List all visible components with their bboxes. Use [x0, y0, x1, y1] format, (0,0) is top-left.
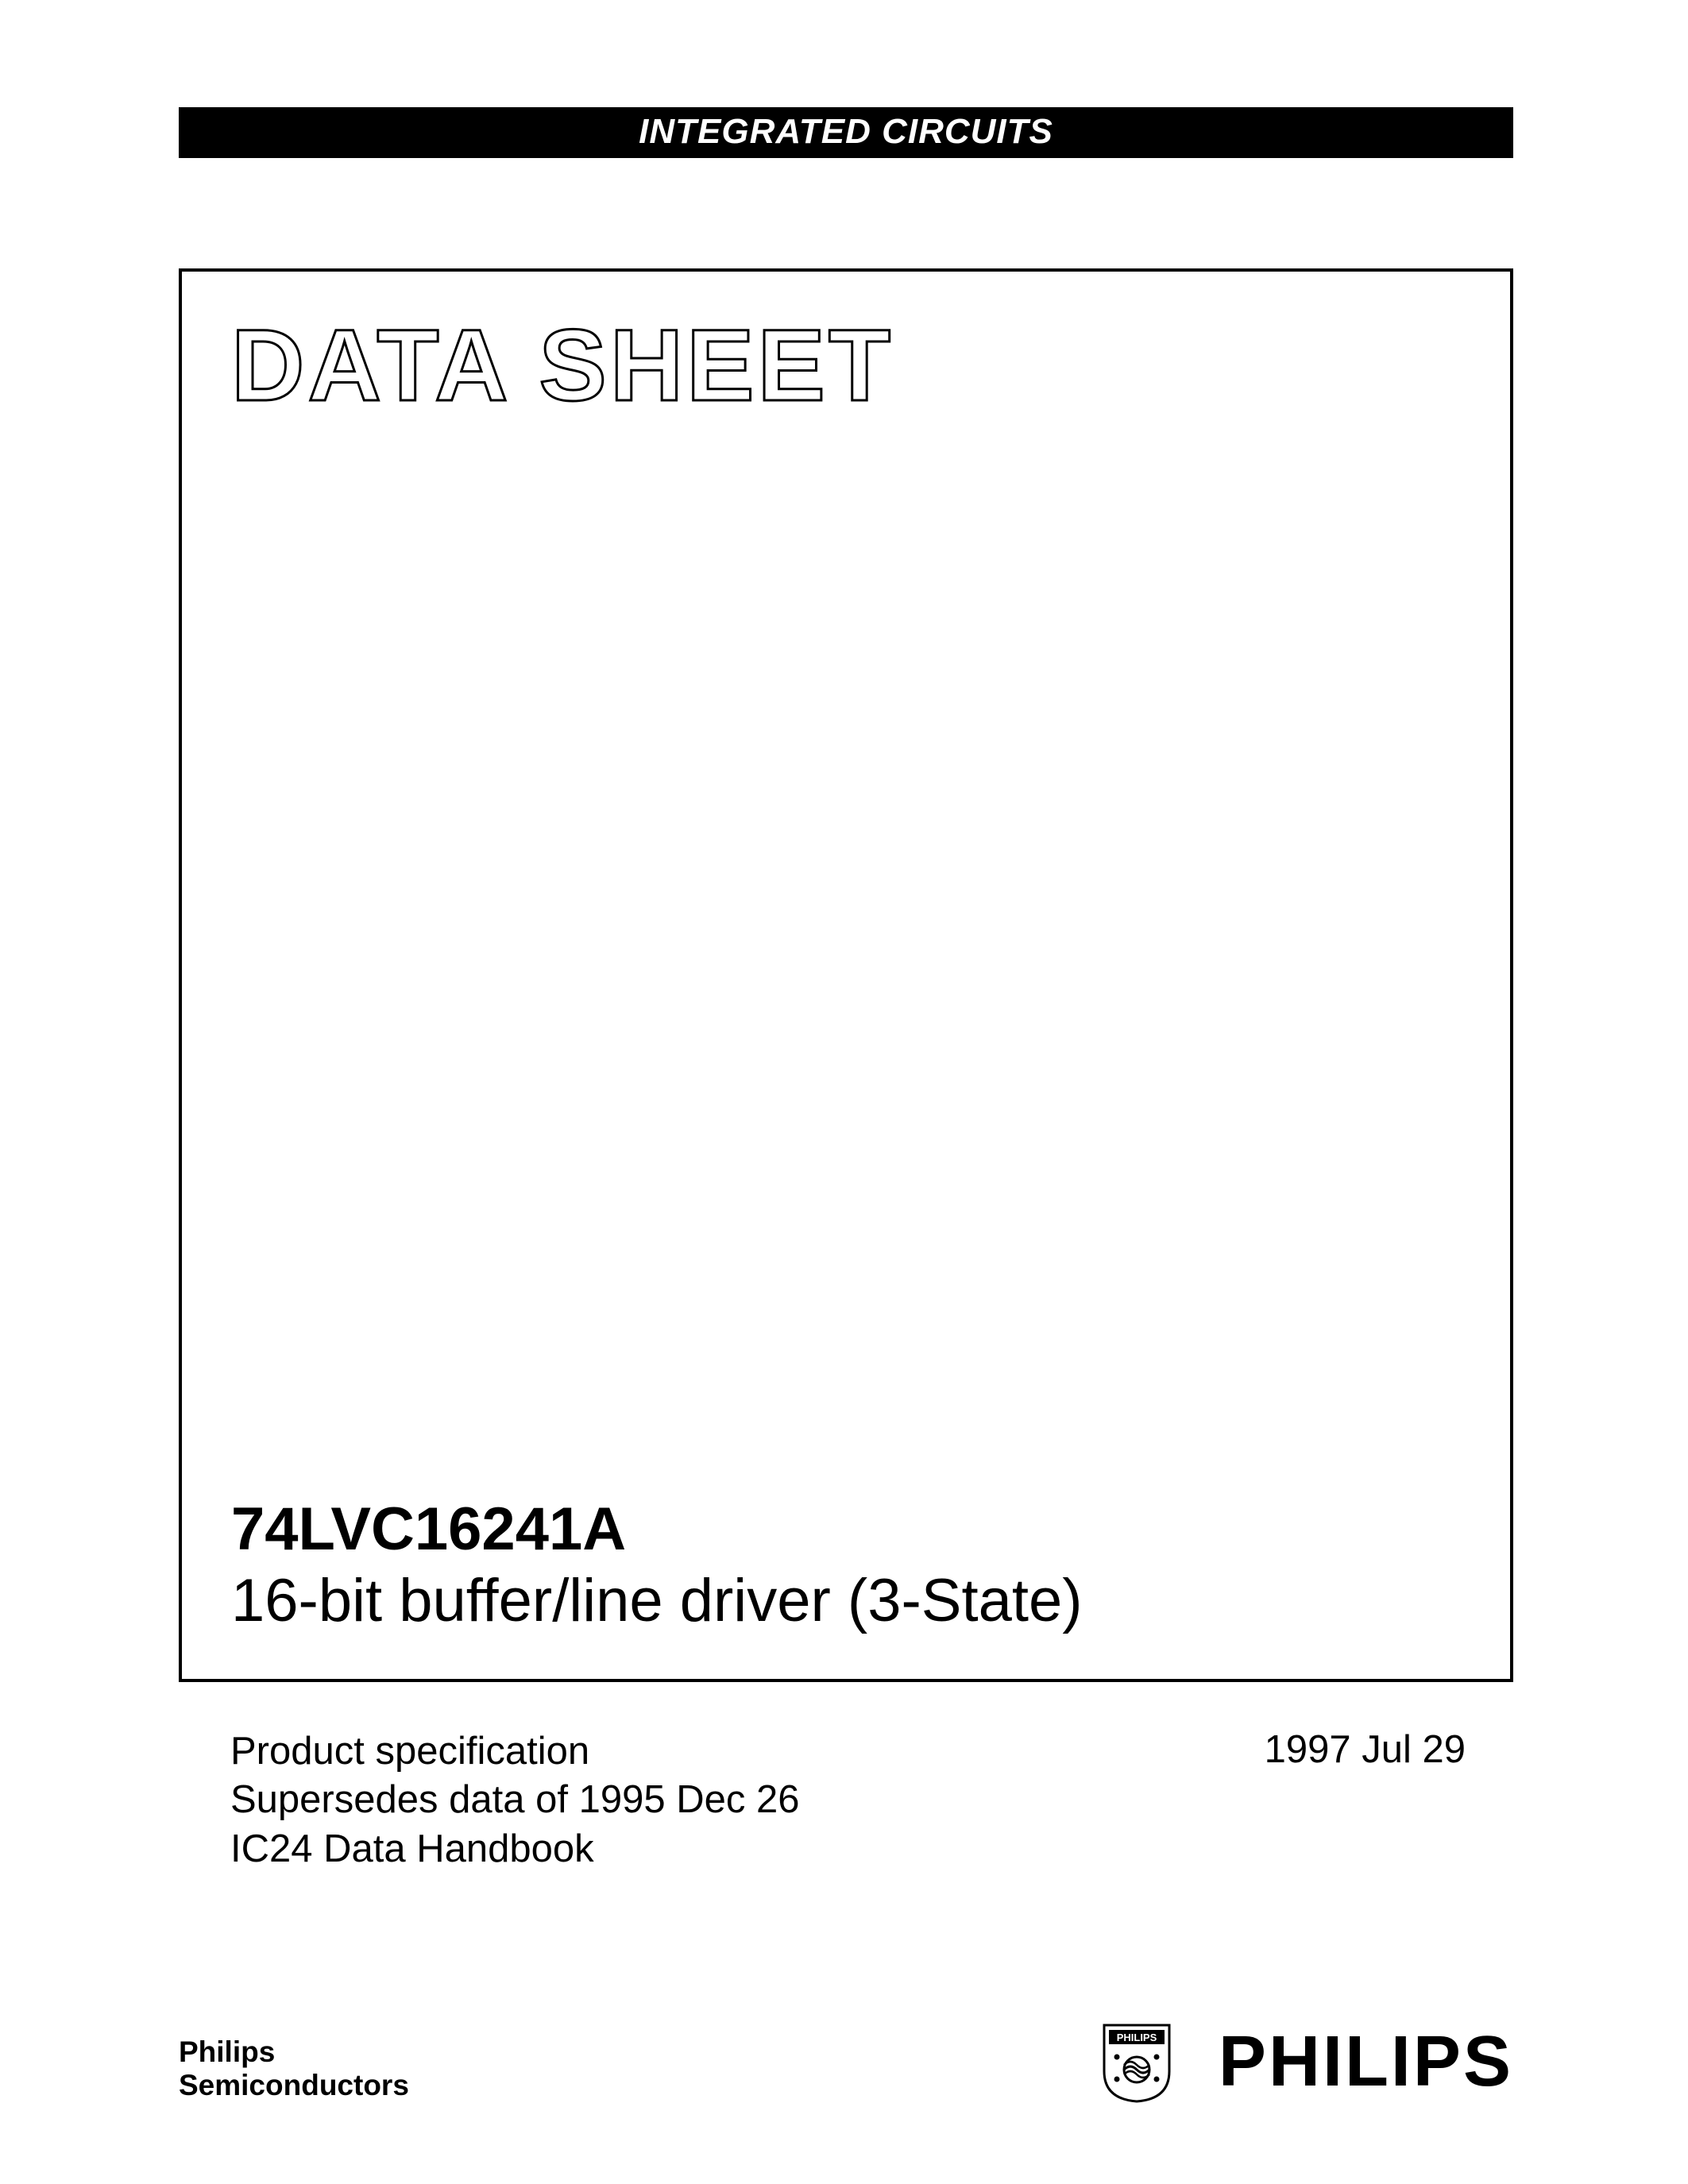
- part-number: 74LVC16241A: [231, 1498, 1083, 1561]
- datasheet-title-text: DATA SHEET: [231, 309, 894, 423]
- meta-line-2: Supersedes data of 1995 Dec 26: [230, 1776, 799, 1824]
- footer-right: PHILIPS PHILIPS: [1103, 2021, 1513, 2103]
- footer: Philips Semiconductors PHILIPS PHILIPS: [179, 2021, 1513, 2103]
- meta-date: 1997 Jul 29: [1265, 1727, 1466, 1772]
- shield-label: PHILIPS: [1117, 2032, 1157, 2043]
- meta-line-3: IC24 Data Handbook: [230, 1825, 799, 1873]
- datasheet-frame: DATA SHEET 74LVC16241A 16-bit buffer/lin…: [179, 268, 1513, 1682]
- part-description: 16-bit buffer/line driver (3-State): [231, 1566, 1083, 1635]
- banner-integrated-circuits: INTEGRATED CIRCUITS: [179, 107, 1513, 158]
- footer-company: Philips Semiconductors: [179, 2035, 409, 2103]
- footer-company-line1: Philips: [179, 2035, 409, 2070]
- footer-company-line2: Semiconductors: [179, 2069, 409, 2103]
- meta-left: Product specification Supersedes data of…: [230, 1727, 799, 1873]
- philips-shield-icon: PHILIPS: [1103, 2024, 1171, 2103]
- philips-wordmark: PHILIPS: [1219, 2021, 1513, 2103]
- datasheet-title: DATA SHEET: [231, 307, 894, 424]
- meta-line-1: Product specification: [230, 1727, 799, 1776]
- meta-row: Product specification Supersedes data of…: [230, 1727, 1466, 1873]
- part-block: 74LVC16241A 16-bit buffer/line driver (3…: [231, 1498, 1083, 1635]
